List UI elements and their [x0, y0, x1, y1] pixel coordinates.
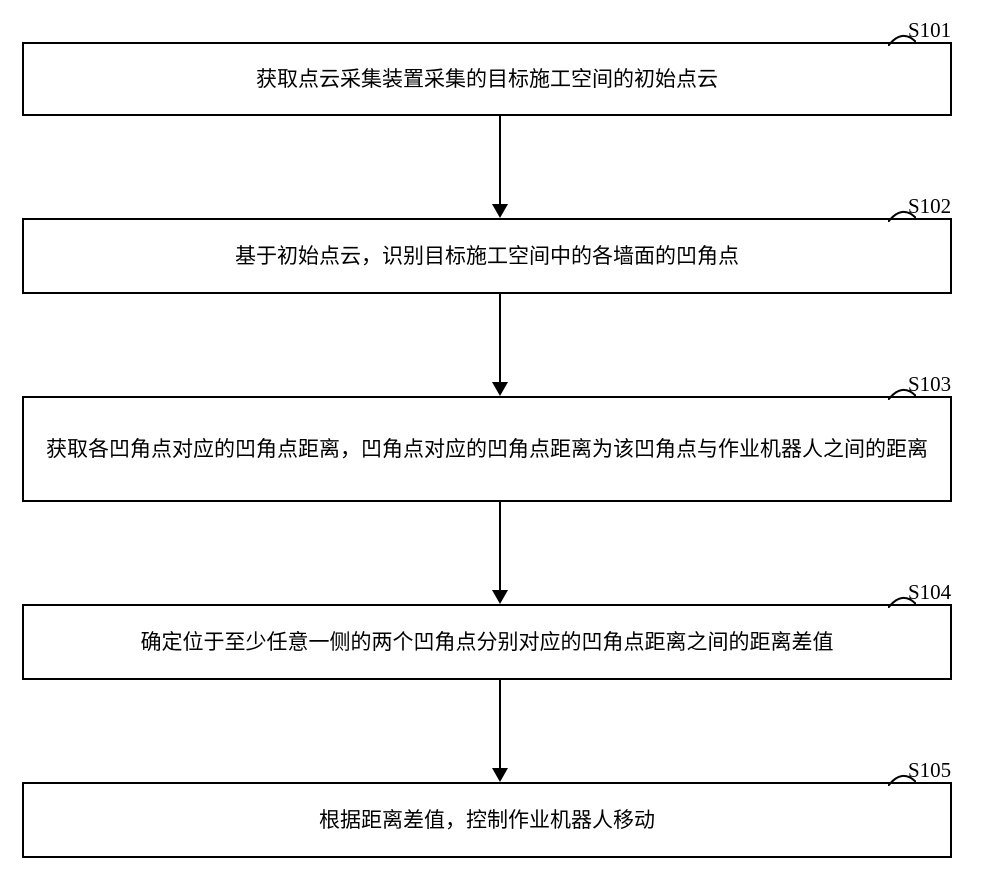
arrow-4-5 [492, 680, 508, 782]
step-text: 获取各凹角点对应的凹角点距离，凹角点对应的凹角点距离为该凹角点与作业机器人之间的… [46, 432, 928, 467]
step-text: 根据距离差值，控制作业机器人移动 [319, 803, 655, 838]
step-label-s104: S104 [908, 580, 951, 605]
arrow-2-3 [492, 294, 508, 396]
step-text: 获取点云采集装置采集的目标施工空间的初始点云 [256, 62, 718, 97]
arrow-3-4 [492, 502, 508, 604]
flow-step-s101: 获取点云采集装置采集的目标施工空间的初始点云 [22, 42, 952, 116]
step-text: 基于初始点云，识别目标施工空间中的各墙面的凹角点 [235, 239, 739, 274]
flow-step-s102: 基于初始点云，识别目标施工空间中的各墙面的凹角点 [22, 218, 952, 294]
step-text: 确定位于至少任意一侧的两个凹角点分别对应的凹角点距离之间的距离差值 [141, 625, 834, 660]
flowchart-container: 获取点云采集装置采集的目标施工空间的初始点云 S101 基于初始点云，识别目标施… [0, 18, 1000, 888]
step-label-s103: S103 [908, 372, 951, 397]
step-label-s102: S102 [908, 194, 951, 219]
step-label-s105: S105 [908, 758, 951, 783]
arrow-1-2 [492, 116, 508, 218]
flow-step-s105: 根据距离差值，控制作业机器人移动 [22, 782, 952, 858]
step-label-s101: S101 [908, 18, 951, 43]
flow-step-s104: 确定位于至少任意一侧的两个凹角点分别对应的凹角点距离之间的距离差值 [22, 604, 952, 680]
flow-step-s103: 获取各凹角点对应的凹角点距离，凹角点对应的凹角点距离为该凹角点与作业机器人之间的… [22, 396, 952, 502]
